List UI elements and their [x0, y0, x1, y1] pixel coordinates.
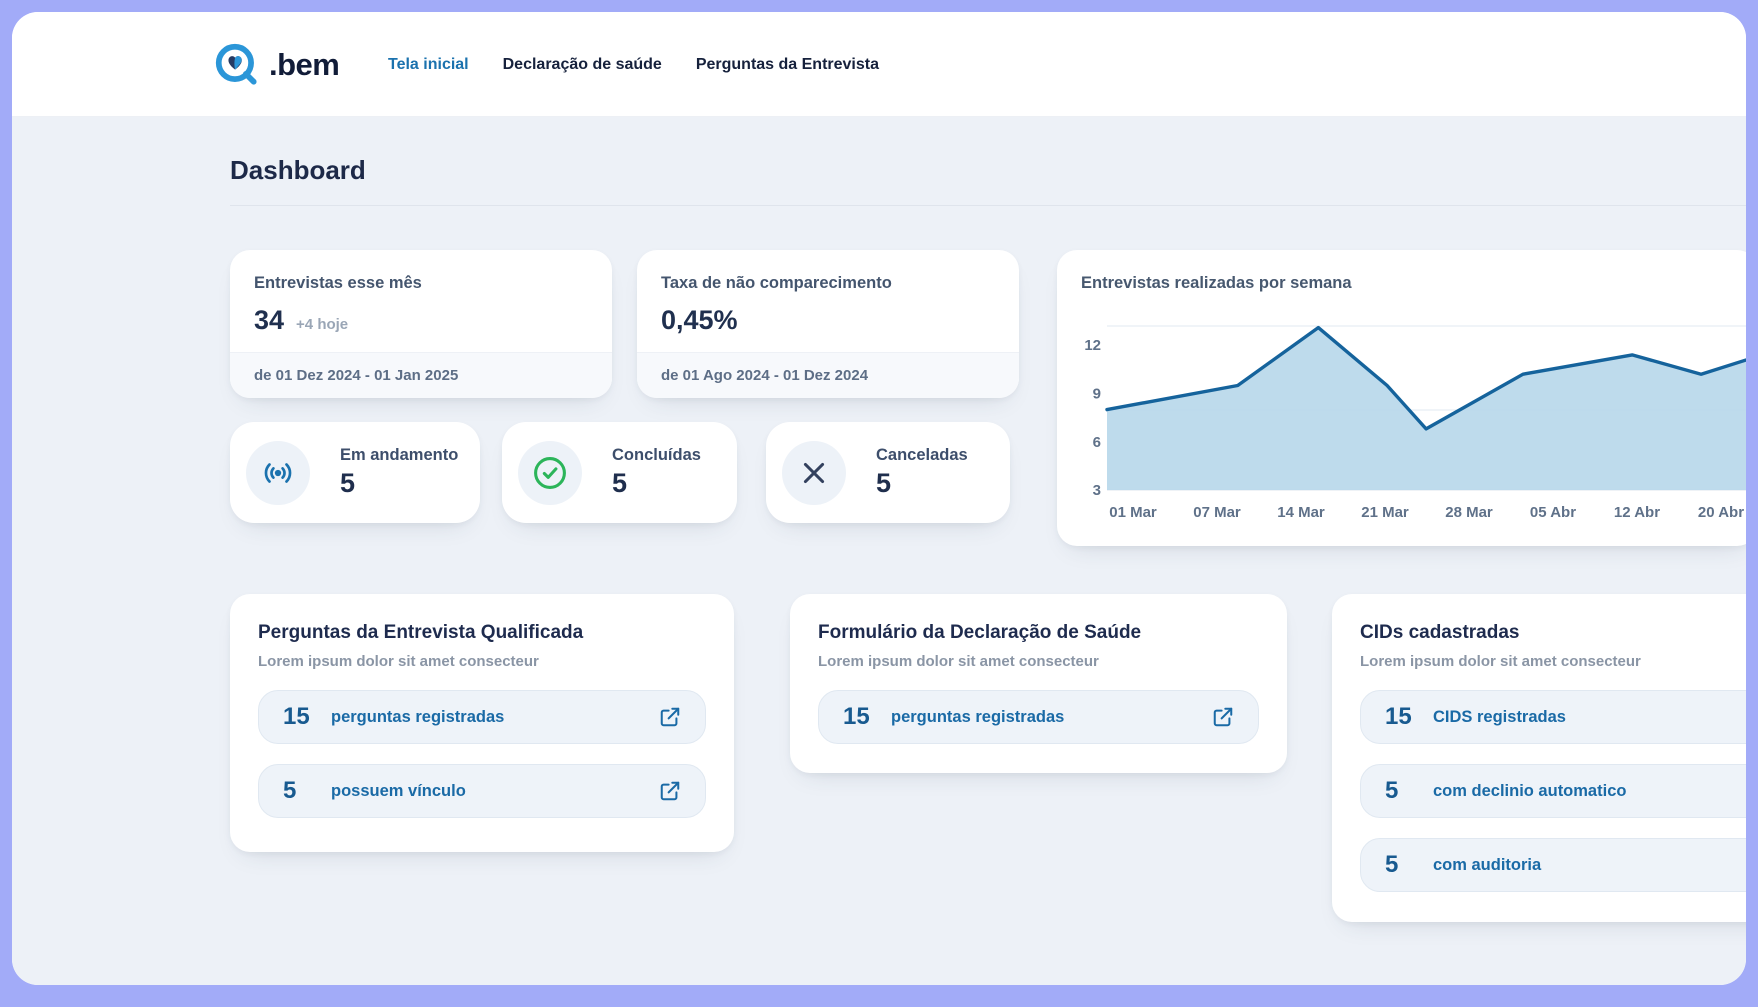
stat-title: Entrevistas esse mês [254, 274, 422, 292]
y-tick: 12 [1084, 337, 1101, 354]
chart-line [1105, 325, 1746, 431]
stat-value: 0,45% [661, 305, 738, 335]
main-nav: Tela inicial Declaração de saúde Pergunt… [388, 12, 879, 117]
row-value: 15 [283, 703, 310, 730]
nav-item-tela-inicial[interactable]: Tela inicial [388, 55, 469, 73]
x-tick: 14 Mar [1277, 504, 1325, 521]
row-label: CIDS registradas [1433, 707, 1566, 726]
x-tick: 01 Mar [1109, 504, 1157, 521]
row-value: 15 [1385, 703, 1412, 730]
title-divider [230, 205, 1746, 206]
y-tick: 9 [1093, 386, 1101, 403]
check-circle-icon [518, 440, 582, 505]
x-tick: 20 Abr [1698, 504, 1744, 521]
info-row-com-auditoria[interactable]: 5 com auditoria [1360, 838, 1746, 892]
info-row-declinio-automatico[interactable]: 5 com declinio automatico [1360, 764, 1746, 818]
info-card-title: Formulário da Declaração de Saúde [818, 622, 1142, 643]
main-content: Dashboard Entrevistas esse mês 34 +4 hoj… [12, 117, 1746, 985]
info-row-cids-registradas[interactable]: 15 CIDS registradas [1360, 690, 1746, 744]
row-value: 15 [843, 703, 870, 730]
info-card-title: CIDs cadastradas [1360, 622, 1520, 643]
page-title: Dashboard [230, 155, 366, 185]
stat-title: Taxa de não comparecimento [661, 274, 892, 292]
live-broadcast-icon [246, 440, 310, 505]
info-card-subtitle: Lorem ipsum dolor sit amet consecteur [818, 653, 1099, 670]
info-row-perguntas-registradas[interactable]: 15 perguntas registradas [818, 690, 1259, 744]
x-tick: 05 Abr [1530, 504, 1576, 521]
status-card-canceladas: Canceladas 5 [766, 422, 1010, 523]
chart-area [1107, 327, 1746, 490]
x-tick: 28 Mar [1445, 504, 1493, 521]
status-card-concluidas: Concluídas 5 [502, 422, 737, 523]
row-label: possuem vínculo [331, 781, 466, 800]
x-tick: 21 Mar [1361, 504, 1409, 521]
stat-card-entrevistas-mes: Entrevistas esse mês 34 +4 hoje de 01 De… [230, 250, 612, 398]
row-label: perguntas registradas [331, 707, 505, 726]
status-value: 5 [876, 468, 892, 498]
info-card-subtitle: Lorem ipsum dolor sit amet consecteur [258, 653, 539, 670]
row-label: com declinio automatico [1433, 781, 1627, 800]
status-card-em-andamento: Em andamento 5 [230, 422, 480, 523]
info-row-possuem-vinculo[interactable]: 5 possuem vínculo [258, 764, 706, 818]
stat-card-taxa-nao-comparecimento: Taxa de não comparecimento 0,45% de 01 A… [637, 250, 1019, 398]
row-value: 5 [283, 777, 297, 804]
brand-name: .bem [269, 46, 340, 82]
stat-period: de 01 Dez 2024 - 01 Jan 2025 [230, 352, 612, 398]
stat-value: 34 [254, 305, 285, 335]
row-label: perguntas registradas [891, 707, 1065, 726]
info-card-cids-cadastradas: CIDs cadastradas Lorem ipsum dolor sit a… [1332, 594, 1746, 922]
top-navbar: .bem Tela inicial Declaração de saúde Pe… [12, 12, 1746, 117]
info-card-subtitle: Lorem ipsum dolor sit amet consecteur [1360, 653, 1641, 670]
status-label: Canceladas [876, 446, 968, 464]
x-icon [782, 440, 846, 505]
y-tick: 6 [1093, 434, 1101, 451]
status-value: 5 [612, 468, 628, 498]
brand-logo[interactable]: .bem [213, 12, 340, 117]
info-card-formulario-declaracao: Formulário da Declaração de Saúde Lorem … [790, 594, 1287, 773]
brand-logo-icon [213, 41, 261, 89]
info-row-perguntas-registradas[interactable]: 15 perguntas registradas [258, 690, 706, 744]
row-value: 5 [1385, 777, 1399, 804]
row-value: 5 [1385, 851, 1399, 878]
info-card-perguntas-entrevista: Perguntas da Entrevista Qualificada Lore… [230, 594, 734, 852]
stat-delta: +4 hoje [296, 316, 349, 333]
info-card-title: Perguntas da Entrevista Qualificada [258, 622, 584, 643]
app-window: .bem Tela inicial Declaração de saúde Pe… [12, 12, 1746, 985]
x-tick: 07 Mar [1193, 504, 1241, 521]
x-tick: 12 Abr [1614, 504, 1660, 521]
y-tick: 3 [1093, 482, 1101, 499]
chart-card-entrevistas-semana: Entrevistas realizadas por semana 12 9 6… [1057, 250, 1746, 546]
row-label: com auditoria [1433, 855, 1542, 874]
external-link-icon[interactable] [659, 780, 681, 802]
external-link-icon[interactable] [1212, 706, 1234, 728]
nav-item-perguntas-entrevista[interactable]: Perguntas da Entrevista [695, 55, 879, 73]
nav-item-declaracao-saude[interactable]: Declaração de saúde [502, 55, 662, 73]
status-value: 5 [340, 468, 356, 498]
chart-title: Entrevistas realizadas por semana [1081, 274, 1352, 292]
status-label: Concluídas [612, 446, 701, 464]
stat-period: de 01 Ago 2024 - 01 Dez 2024 [637, 352, 1019, 398]
weekly-interviews-area-chart: 12 9 6 3 01 Mar 07 Mar 14 Mar 21 Mar 28 … [1084, 325, 1746, 521]
external-link-icon[interactable] [659, 706, 681, 728]
status-label: Em andamento [340, 446, 459, 464]
